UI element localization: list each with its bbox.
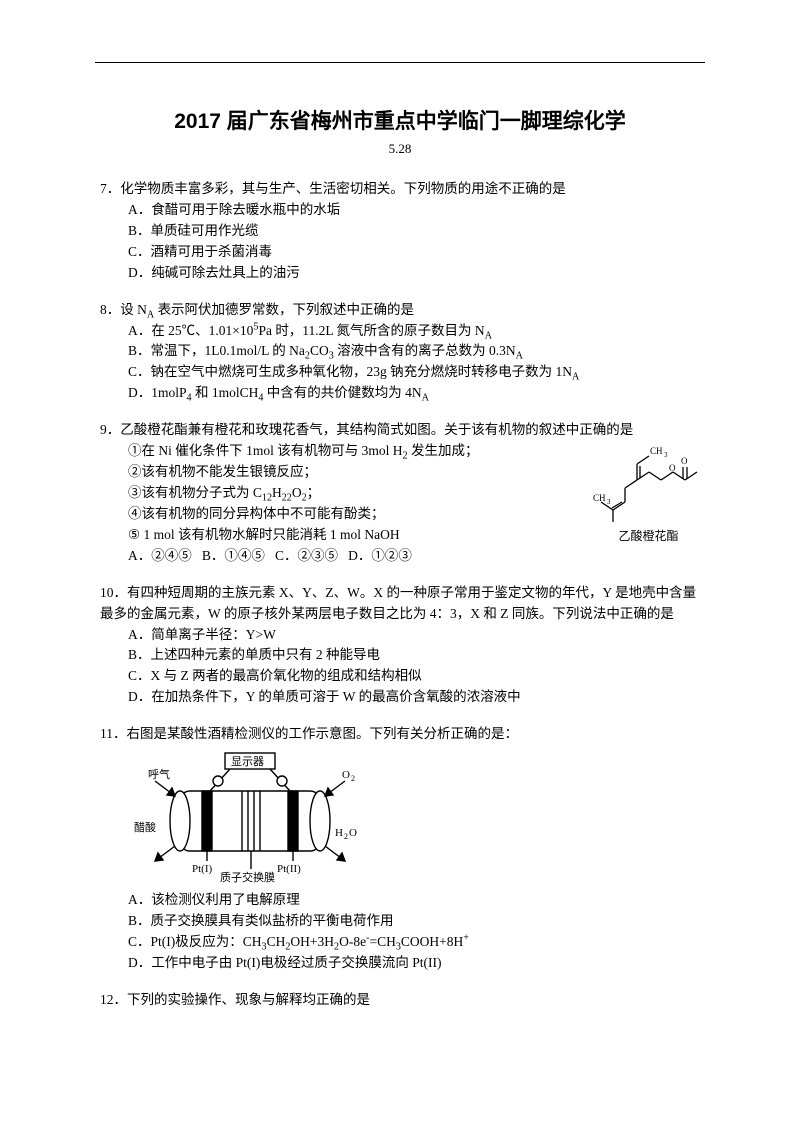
q11c5: =CH <box>369 934 395 949</box>
svg-text:2: 2 <box>351 774 355 783</box>
q8-c-1: C．钠在空气中燃烧可生成多种氧化物，23g 钠充分燃烧时转移电子数为 1N <box>128 364 572 379</box>
q8-opt-a: A．在 25℃、1.01×105Pa 时，11.2L 氮气所含的原子数目为 NA <box>128 321 700 342</box>
q11c3: OH+3H <box>290 934 334 949</box>
svg-text:3: 3 <box>664 451 668 459</box>
svg-text:2: 2 <box>344 832 348 841</box>
q9-s1a: ①在 Ni 催化条件下 1mol 该有机物可与 3mol H <box>128 443 403 458</box>
svg-text:Pt(II): Pt(II) <box>277 863 301 875</box>
question-10: 10．有四种短周期的主族元素 X、Y、Z、W。X 的一种原子常用于鉴定文物的年代… <box>100 583 700 709</box>
svg-text:O: O <box>669 463 676 473</box>
q10-opt-a: A．简单离子半径：Y>W <box>128 625 700 646</box>
sub-a5: A <box>422 393 429 404</box>
q10-stem: 10．有四种短周期的主族元素 X、Y、Z、W。X 的一种原子常用于鉴定文物的年代… <box>100 583 700 625</box>
q9-s3d: ； <box>307 485 321 500</box>
svg-text:醋酸: 醋酸 <box>134 820 156 834</box>
fig-display-label: 显示器 <box>231 755 264 768</box>
question-11: 11．右图是某酸性酒精检测仪的工作示意图。下列有关分析正确的是： 显示器 <box>100 724 700 974</box>
q7-opt-d: D．纯碱可除去灶具上的油污 <box>128 263 700 284</box>
splus: + <box>463 932 469 943</box>
q8-opt-d: D．1molP4 和 1molCH4 中含有的共价健数均为 4NA <box>128 383 700 404</box>
svg-text:O: O <box>681 456 688 466</box>
q7-stem: 7．化学物质丰富多彩，其与生产、生活密切相关。下列物质的用途不正确的是 <box>100 179 700 200</box>
q8-d-3: 中含有的共价健数均为 4N <box>263 385 421 400</box>
q9-s3c: O <box>292 485 302 500</box>
svg-text:3: 3 <box>607 498 611 506</box>
svg-text:H: H <box>335 827 343 839</box>
sub-a3: A <box>516 351 523 362</box>
q9-fig-label: 乙酸橙花酯 <box>618 529 678 543</box>
q12-stem: 12．下列的实验操作、现象与解释均正确的是 <box>100 990 700 1011</box>
q7-opt-c: C．酒精可用于杀菌消毒 <box>128 242 700 263</box>
q7-opt-b: B．单质硅可用作光缆 <box>128 221 700 242</box>
q8-b-1: B．常温下，1L0.1mol/L 的 Na <box>128 343 305 358</box>
question-12: 12．下列的实验操作、现象与解释均正确的是 <box>100 990 700 1011</box>
q8-a-2: Pa 时，11.2L 氮气所含的原子数目为 N <box>258 323 484 338</box>
q8-b-2: CO <box>310 343 329 358</box>
q11-opt-c: C．Pt(I)极反应为：CH3CH2OH+3H2O-8e-=CH3COOH+8H… <box>128 932 700 953</box>
subtitle-date: 5.28 <box>100 141 700 157</box>
detector-diagram-icon: 显示器 <box>130 751 360 886</box>
q9-sub-4: ④该有机物的同分异构体中不可能有酚类； <box>128 504 580 525</box>
q9-structure-figure: O O CH 3 <box>591 434 706 546</box>
sub-22: 22 <box>282 493 292 504</box>
q11c1: C．Pt(I)极反应为：CH <box>128 934 262 949</box>
q11c6: COOH+8H <box>401 934 463 949</box>
q9-sub-1: ①在 Ni 催化条件下 1mol 该有机物可与 3mol H2 发生加成； <box>128 441 580 462</box>
sub-12: 12 <box>262 493 272 504</box>
q11c4: O-8e <box>339 934 366 949</box>
svg-text:O: O <box>349 827 357 839</box>
q9-options: A．②④⑤ B．①④⑤ C．②③⑤ D．①②③ <box>128 546 580 567</box>
q9-s3b: H <box>272 485 282 500</box>
q7-opt-a: A．食醋可用于除去暖水瓶中的水垢 <box>128 200 700 221</box>
q8-b-3: 溶液中含有的离子总数为 0.3N <box>334 343 516 358</box>
q8-d-1: D．1molP <box>128 385 187 400</box>
question-8: 8．设 NA 表示阿伏加德罗常数，下列叙述中正确的是 A．在 25℃、1.01×… <box>100 300 700 405</box>
q11-opt-b: B．质子交换膜具有类似盐桥的平衡电荷作用 <box>128 911 700 932</box>
q9-s1b: 发生加成； <box>408 443 479 458</box>
q11-device-figure: 显示器 <box>130 751 700 886</box>
svg-text:呼气: 呼气 <box>148 767 170 781</box>
svg-text:CH: CH <box>593 493 606 503</box>
q9-s3a: ③该有机物分子式为 C <box>128 485 262 500</box>
q11c2: CH <box>267 934 286 949</box>
sub-a4: A <box>572 372 579 383</box>
page-title: 2017 届广东省梅州市重点中学临门一脚理综化学 <box>100 105 700 135</box>
question-7: 7．化学物质丰富多彩，其与生产、生活密切相关。下列物质的用途不正确的是 A．食醋… <box>100 179 700 284</box>
sub-a2: A <box>485 330 492 341</box>
q10-opt-b: B．上述四种元素的单质中只有 2 种能导电 <box>128 645 700 666</box>
q8-opt-b: B．常温下，1L0.1mol/L 的 Na2CO3 溶液中含有的离子总数为 0.… <box>128 341 700 362</box>
q8-a-1: A．在 25℃、1.01×10 <box>128 323 253 338</box>
q9-sub-3: ③该有机物分子式为 C12H22O2； <box>128 483 580 504</box>
svg-text:O: O <box>342 769 350 781</box>
q11-opt-a: A．该检测仪利用了电解原理 <box>128 890 700 911</box>
svg-text:Pt(I): Pt(I) <box>192 863 213 875</box>
q9-sub-2: ②该有机物不能发生银镜反应； <box>128 462 580 483</box>
q10-opt-d: D．在加热条件下，Y 的单质可溶于 W 的最高价含氧酸的浓溶液中 <box>128 687 700 708</box>
molecule-icon: O O CH 3 <box>593 434 705 526</box>
q8-d-2: 和 1molCH <box>192 385 259 400</box>
q9-sub-5: ⑤ 1 mol 该有机物水解时只能消耗 1 mol NaOH <box>128 525 580 546</box>
q11-stem: 11．右图是某酸性酒精检测仪的工作示意图。下列有关分析正确的是： <box>100 724 700 745</box>
q8-stem-b: 表示阿伏加德罗常数，下列叙述中正确的是 <box>154 302 414 317</box>
q10-opt-c: C．X 与 Z 两者的最高价氧化物的组成和结构相似 <box>128 666 700 687</box>
top-rule <box>95 62 705 63</box>
q8-stem-a: 8．设 N <box>100 302 147 317</box>
svg-text:质子交换膜: 质子交换膜 <box>220 870 275 884</box>
q11-opt-d: D．工作中电子由 Pt(I)电极经过质子交换膜流向 Pt(II) <box>128 953 700 974</box>
svg-text:CH: CH <box>650 446 663 456</box>
q8-opt-c: C．钠在空气中燃烧可生成多种氧化物，23g 钠充分燃烧时转移电子数为 1NA <box>128 362 700 383</box>
q8-stem: 8．设 NA 表示阿伏加德罗常数，下列叙述中正确的是 <box>100 300 700 321</box>
question-9: 9．乙酸橙花酯兼有橙花和玫瑰花香气，其结构简式如图。关于该有机物的叙述中正确的是… <box>100 420 700 566</box>
